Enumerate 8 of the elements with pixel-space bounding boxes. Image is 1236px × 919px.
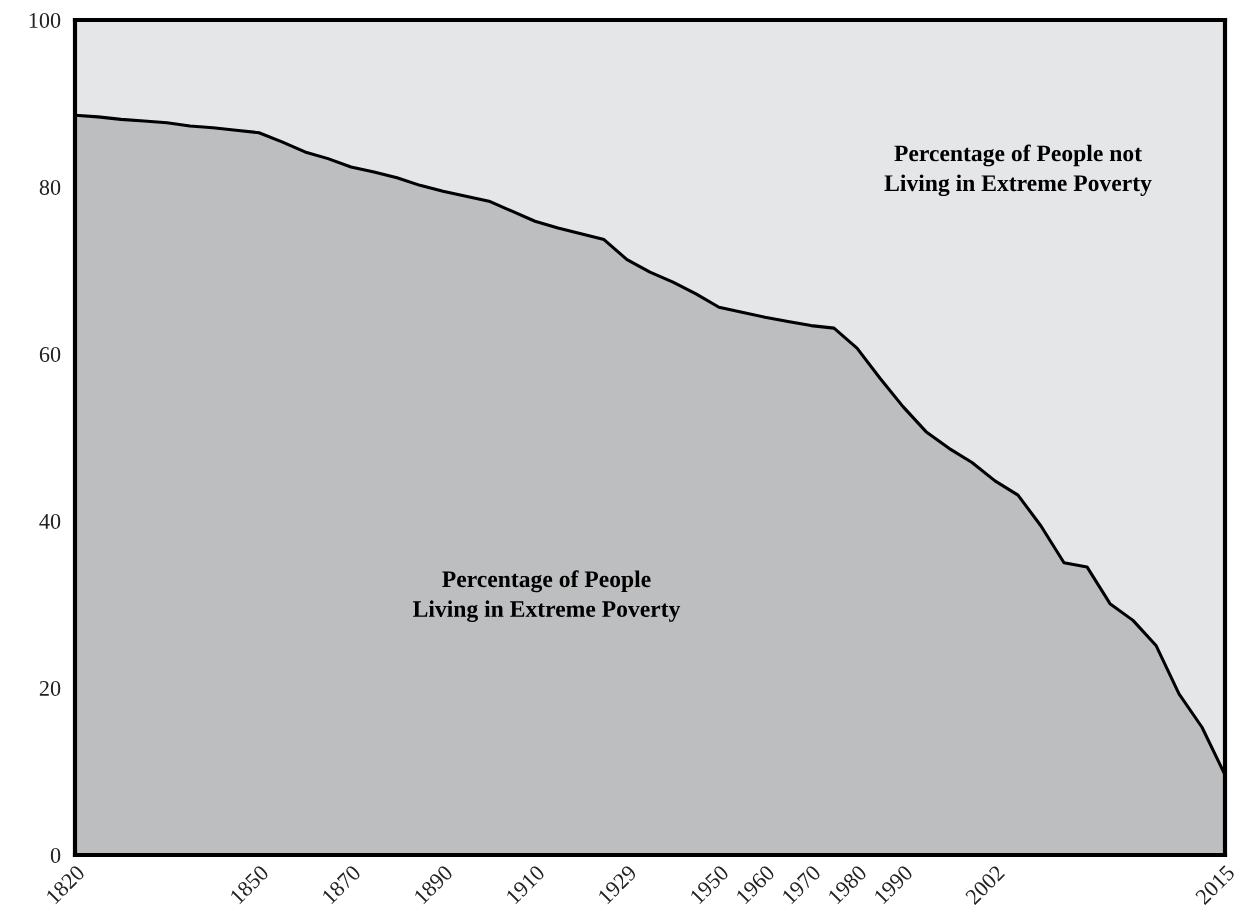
y-tick-label: 60 bbox=[39, 346, 61, 362]
y-tick-label: 80 bbox=[39, 179, 61, 195]
y-tick-label: 100 bbox=[29, 12, 61, 28]
series-label: Percentage of People Living in Extreme Poverty bbox=[413, 570, 681, 622]
y-tick-label: 40 bbox=[39, 513, 61, 529]
y-tick-label: 0 bbox=[50, 847, 61, 863]
series-label: Percentage of People not Living in Extreme Poverty bbox=[884, 144, 1152, 197]
y-tick-label: 20 bbox=[39, 680, 61, 696]
